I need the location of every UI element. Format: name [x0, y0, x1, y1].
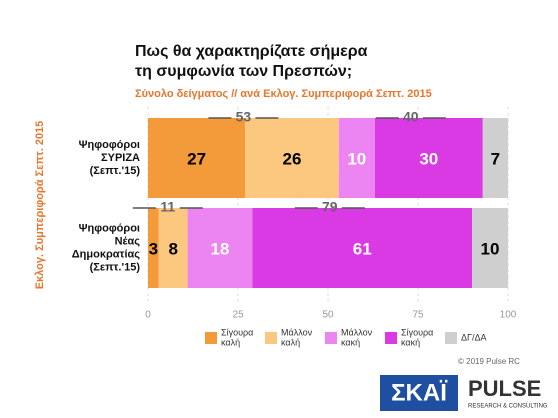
legend-swatch: [205, 332, 217, 344]
pulse-logo: PULSE: [468, 376, 541, 401]
data-label: 61: [353, 239, 372, 258]
y-tick-label: ΣΥΡΙΖΑ: [101, 152, 140, 164]
copyright: © 2019 Pulse RC: [458, 357, 520, 366]
chart-subtitle: Σύνολο δείγματος // ανά Εκλογ. Συμπεριφο…: [135, 88, 432, 100]
legend-label: καλή: [221, 337, 240, 347]
skai-logo-bg: [380, 375, 458, 411]
legend-label: Μάλλον: [341, 327, 373, 337]
legend-swatch: [445, 332, 457, 344]
data-label: 26: [283, 149, 302, 168]
pulse-logo-sub: RESEARCH & CONSULTING: [468, 404, 548, 410]
data-label: 10: [481, 239, 500, 258]
data-label: 27: [187, 149, 206, 168]
bar-segment: [252, 208, 472, 288]
legend-swatch: [265, 332, 277, 344]
y-tick-label: (Σεπτ.'15): [90, 165, 141, 177]
skai-logo: ΣΚΑΪ: [391, 379, 448, 406]
data-label: 7: [491, 149, 500, 168]
legend-label: ΔΓ/ΔΑ: [461, 332, 486, 342]
bar-segment: [338, 118, 375, 198]
bracket-total: 79: [322, 199, 338, 215]
y-tick-label: Νέας: [115, 235, 141, 247]
bar-segment: [482, 118, 508, 198]
x-tick-label: 75: [412, 310, 424, 321]
x-tick-label: 0: [145, 310, 151, 321]
bar-segment: [245, 118, 339, 198]
y-tick-label: Ψηφοφόροι: [79, 222, 140, 234]
legend-swatch: [325, 332, 337, 344]
bar-segment: [148, 208, 159, 288]
bracket-total: 53: [236, 109, 252, 125]
legend-label: κακή: [401, 337, 420, 347]
bar-segment: [472, 208, 508, 288]
chart-title: τη συμφωνία των Πρεσπών;: [135, 63, 352, 80]
bar-segment: [148, 118, 246, 198]
chart-title: Πως θα χαρακτηρίζατε σήμερα: [135, 43, 368, 60]
bar-segment: [158, 208, 188, 288]
legend-label: καλή: [281, 337, 300, 347]
y-tick-label: Ψηφοφόροι: [79, 139, 140, 151]
data-label: 10: [347, 149, 366, 168]
legend-label: κακή: [341, 337, 360, 347]
y-tick-label: (Σεπτ.'15): [90, 261, 141, 273]
x-tick-label: 100: [500, 310, 517, 321]
data-label: 8: [168, 239, 177, 258]
legend-swatch: [385, 332, 397, 344]
x-tick-label: 25: [232, 310, 244, 321]
legend-label: Μάλλον: [281, 327, 313, 337]
data-label: 18: [211, 239, 230, 258]
bar-segment: [187, 208, 253, 288]
bracket-total: 11: [160, 199, 175, 215]
y-axis-label: Εκλογ. Συμπεριφορά Σεπτ. 2015: [34, 121, 46, 290]
legend-label: Σίγουρα: [401, 327, 433, 337]
data-label: 3: [149, 239, 158, 258]
bracket-total: 40: [403, 109, 419, 125]
bar-segment: [374, 118, 483, 198]
y-tick-label: Δημοκρατίας: [72, 248, 141, 260]
data-label: 30: [419, 149, 438, 168]
legend-label: Σίγουρα: [221, 327, 253, 337]
x-tick-label: 50: [322, 310, 334, 321]
